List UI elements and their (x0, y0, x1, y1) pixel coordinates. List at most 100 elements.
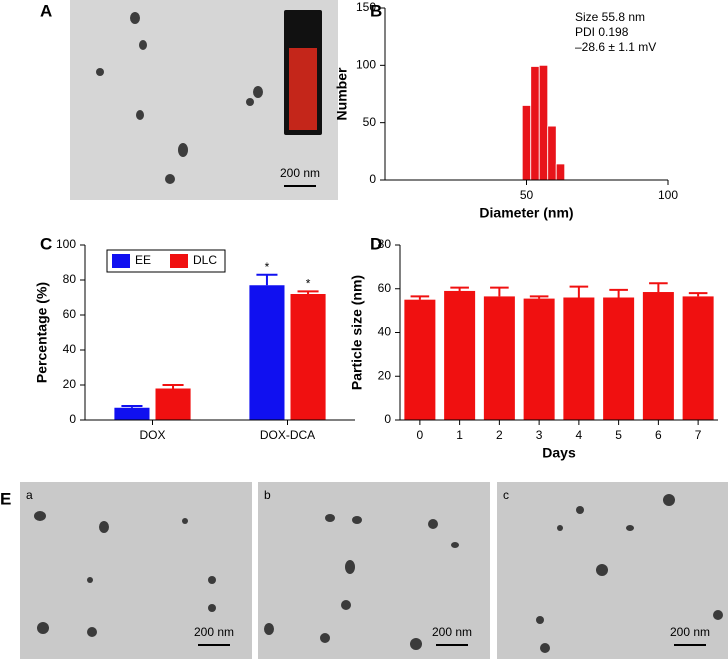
legend-swatch (170, 254, 188, 268)
error-bar (569, 285, 589, 298)
bar (642, 292, 674, 420)
y-tick-label: 150 (356, 0, 376, 14)
particle (87, 577, 93, 583)
significance-mark: * (306, 277, 311, 291)
panel-label: B (370, 1, 382, 20)
histogram-bar (538, 64, 549, 181)
y-tick-label: 40 (63, 342, 77, 356)
error-bar (410, 295, 430, 300)
cuvette-liquid (289, 48, 317, 130)
particle (626, 525, 634, 531)
micrograph (497, 482, 728, 659)
x-axis-label: Diameter (nm) (479, 205, 573, 221)
legend-label: EE (135, 253, 151, 267)
bar (290, 294, 326, 420)
y-tick-label: 80 (378, 237, 392, 251)
y-tick-label: 50 (363, 115, 377, 129)
scale-bar-label: 200 nm (670, 625, 710, 639)
axes (384, 8, 668, 181)
bar (563, 297, 595, 420)
x-tick-label: 5 (615, 428, 622, 442)
particle (208, 576, 216, 584)
bar (523, 298, 555, 420)
particle (410, 638, 422, 650)
panel-label: C (40, 234, 52, 253)
x-tick-label: 100 (658, 188, 678, 202)
bar (249, 285, 285, 420)
error-bar (162, 384, 184, 389)
x-tick-label: 0 (417, 428, 424, 442)
scale-bar-label: 200 nm (432, 625, 472, 639)
x-tick-label: 1 (456, 428, 463, 442)
y-tick-label: 0 (384, 412, 391, 426)
error-bar (121, 405, 143, 408)
error-bar (256, 273, 278, 286)
particle (557, 525, 563, 531)
panel-label: D (370, 234, 382, 253)
particle (536, 616, 544, 624)
x-tick-label: 50 (520, 188, 534, 202)
x-tick-label: 3 (536, 428, 543, 442)
significance-mark: * (265, 260, 270, 274)
y-tick-label: 40 (378, 325, 392, 339)
particle (182, 518, 188, 524)
axes (399, 245, 718, 421)
micrograph (20, 482, 252, 659)
x-axis-label: Days (542, 445, 576, 461)
x-tick-label: 6 (655, 428, 662, 442)
legend-box (106, 249, 226, 273)
particle (264, 623, 274, 635)
particle (130, 12, 140, 24)
particle (663, 494, 675, 506)
particle (428, 519, 438, 529)
scale-bar-label: 200 nm (280, 166, 320, 180)
bar (444, 290, 476, 420)
particle (253, 86, 263, 98)
y-tick-label: 0 (69, 412, 76, 426)
error-bar (490, 286, 509, 297)
particle (34, 511, 46, 521)
annotation: Size 55.8 nm (575, 10, 645, 24)
y-tick-label: 100 (56, 237, 76, 251)
micrograph (258, 482, 490, 659)
y-tick-label: 100 (356, 58, 376, 72)
error-bar (450, 286, 469, 291)
particle (576, 506, 584, 514)
particle (540, 643, 550, 653)
error-bar (688, 292, 708, 297)
error-bar (529, 295, 549, 299)
panel-label: E (0, 489, 11, 508)
annotation: PDI 0.198 (575, 25, 629, 39)
particle (208, 604, 216, 612)
legend-swatch (112, 254, 130, 268)
panel-label: a (26, 488, 33, 502)
y-axis-label: Particle size (nm) (349, 275, 365, 390)
particle (713, 610, 723, 620)
bar (682, 296, 714, 420)
y-tick-label: 0 (369, 172, 376, 186)
panel-label: c (503, 488, 509, 502)
histogram-bar (521, 105, 532, 181)
annotation: –28.6 ± 1.1 mV (575, 40, 656, 54)
bar (155, 388, 191, 420)
particle (451, 542, 459, 548)
y-tick-label: 20 (63, 377, 77, 391)
bar (114, 407, 150, 420)
scale-bar-label: 200 nm (194, 625, 234, 639)
y-tick-label: 60 (63, 307, 77, 321)
y-tick-label: 20 (378, 368, 392, 382)
y-axis-label: Percentage (%) (34, 282, 50, 383)
particle (341, 600, 351, 610)
x-tick-label: DOX-DCA (260, 428, 315, 442)
bar (404, 299, 436, 420)
particle (352, 516, 362, 524)
x-tick-label: 4 (576, 428, 583, 442)
y-axis-label: Number (334, 67, 350, 120)
error-bar (297, 290, 319, 294)
panel-label: b (264, 488, 271, 502)
histogram-bar (530, 66, 540, 181)
particle (178, 143, 188, 157)
x-tick-label: 2 (496, 428, 503, 442)
particle (345, 560, 355, 574)
